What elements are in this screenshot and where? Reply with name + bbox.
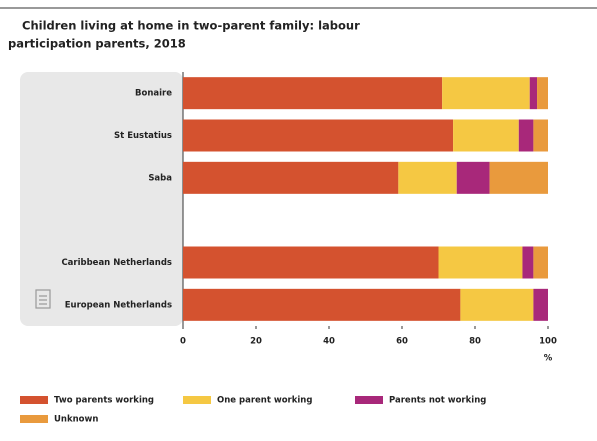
icon (35, 289, 51, 309)
label-panel (20, 72, 183, 326)
x-tick-label: 80 (469, 337, 481, 347)
x-tick-label: 100 (539, 337, 557, 347)
legend-swatch (355, 396, 383, 404)
bar-segment (518, 119, 534, 152)
x-axis-label: % (544, 354, 553, 364)
legend-swatch (20, 415, 48, 423)
bar-segment (438, 246, 523, 279)
bar-segment (183, 119, 454, 152)
bar-segment (183, 161, 399, 194)
bar-segment (522, 246, 534, 279)
y-tick-label: Saba (148, 173, 172, 183)
legend-swatch (183, 396, 211, 404)
x-tick-label: 0 (180, 337, 186, 347)
bar-segment (533, 119, 548, 152)
x-tick-label: 60 (396, 337, 408, 347)
y-tick-label: St Eustatius (114, 131, 172, 141)
bar-segment (453, 119, 519, 152)
bar-segment (456, 161, 490, 194)
y-tick-label: Bonaire (135, 89, 172, 99)
bar-segment (398, 161, 457, 194)
bar-segment (183, 77, 443, 110)
legend-label: Two parents working (54, 396, 154, 406)
y-tick-label: European Netherlands (65, 300, 172, 310)
bar-segment (460, 288, 534, 321)
chart-title-line-2: participation parents, 2018 (8, 37, 186, 51)
legend-swatch (20, 396, 48, 404)
legend-label: Unknown (54, 415, 98, 425)
chart-title-line-1: Children living at home in two-parent fa… (22, 19, 360, 33)
legend-label: Parents not working (389, 396, 486, 406)
bar-segment (442, 77, 530, 110)
bar-segment (537, 77, 548, 110)
x-tick-label: 40 (323, 337, 335, 347)
bar-segment (533, 288, 548, 321)
legend-label: One parent working (217, 396, 312, 406)
bar-segment (489, 161, 548, 194)
y-tick-label: Caribbean Netherlands (61, 258, 172, 268)
bar-segment (183, 246, 439, 279)
x-tick-label: 20 (250, 337, 262, 347)
bar-segment (183, 288, 461, 321)
bar-segment (529, 77, 538, 110)
bar-segment (533, 246, 548, 279)
